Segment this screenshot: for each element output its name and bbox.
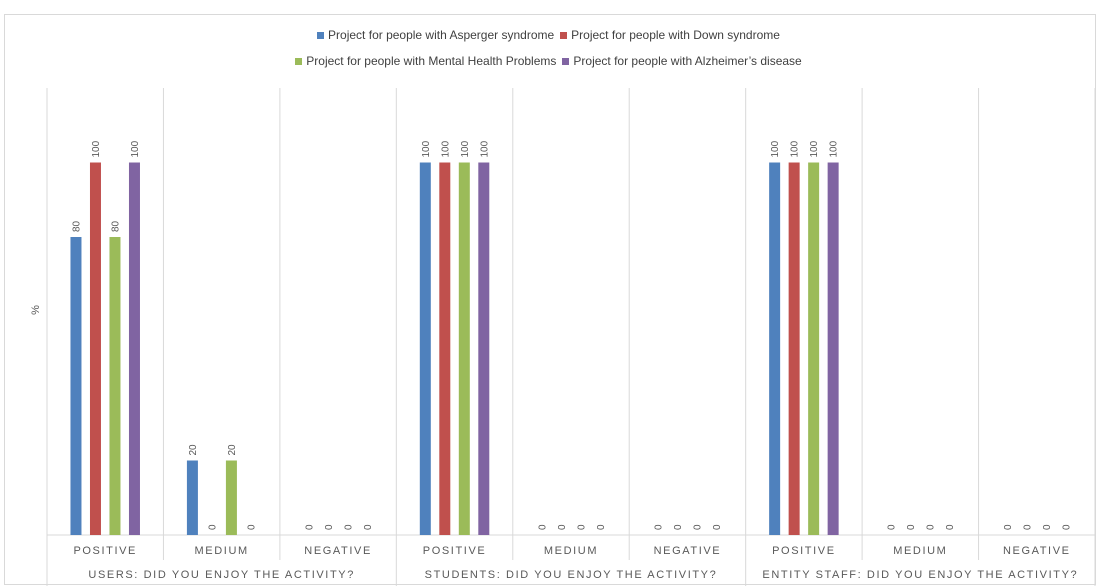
data-label-g0-c2-s0: 0 bbox=[304, 524, 315, 530]
data-label-g0-c0-s3: 100 bbox=[130, 140, 141, 157]
legend-item-down: Project for people with Down syndrome bbox=[560, 28, 780, 42]
bar-positive-g2-s0 bbox=[769, 162, 781, 535]
legend-label-down: Project for people with Down syndrome bbox=[571, 28, 780, 42]
category-tick-negative: NEGATIVE bbox=[1003, 545, 1071, 557]
data-label-g1-c1-s3: 0 bbox=[596, 524, 607, 530]
data-label-g1-c2-s3: 0 bbox=[712, 524, 723, 530]
data-label-g2-c2-s1: 0 bbox=[1023, 524, 1034, 530]
group-label-0: USERS: DID YOU ENJOY THE ACTIVITY? bbox=[88, 569, 355, 581]
category-tick-medium: MEDIUM bbox=[893, 545, 947, 557]
data-label-g0-c2-s2: 0 bbox=[343, 524, 354, 530]
data-label-g1-c0-s2: 100 bbox=[460, 140, 471, 157]
bar-medium-g0-s2 bbox=[225, 460, 237, 535]
data-label-g2-c0-s2: 100 bbox=[809, 140, 820, 157]
data-label-g1-c2-s0: 0 bbox=[654, 524, 665, 530]
legend-label-mental-health: Project for people with Mental Health Pr… bbox=[306, 54, 557, 68]
data-label-g2-c0-s1: 100 bbox=[790, 140, 801, 157]
legend-label-asperger: Project for people with Asperger syndrom… bbox=[328, 28, 555, 42]
bar-positive-g0-s1 bbox=[89, 162, 101, 535]
legend-label-alzheimer: Project for people with Alzheimer’s dise… bbox=[573, 54, 802, 68]
data-label-g1-c1-s0: 0 bbox=[537, 524, 548, 530]
category-tick-positive: POSITIVE bbox=[423, 545, 487, 557]
data-label-g2-c1-s0: 0 bbox=[887, 524, 898, 530]
data-label-g2-c0-s3: 100 bbox=[829, 140, 840, 157]
data-label-g1-c2-s2: 0 bbox=[693, 524, 704, 530]
category-tick-positive: POSITIVE bbox=[772, 545, 836, 557]
bar-positive-g1-s2 bbox=[458, 162, 470, 535]
bar-medium-g0-s0 bbox=[186, 460, 198, 535]
legend-item-asperger: Project for people with Asperger syndrom… bbox=[317, 28, 554, 42]
group-label-1: STUDENTS: DID YOU ENJOY THE ACTIVITY? bbox=[425, 569, 718, 581]
data-label-g2-c2-s3: 0 bbox=[1062, 524, 1073, 530]
category-tick-medium: MEDIUM bbox=[195, 545, 249, 557]
bar-positive-g1-s0 bbox=[419, 162, 431, 535]
category-tick-medium: MEDIUM bbox=[544, 545, 598, 557]
data-label-g0-c1-s2: 20 bbox=[227, 444, 238, 456]
bar-positive-g0-s0 bbox=[70, 237, 82, 535]
data-label-g0-c1-s3: 0 bbox=[246, 524, 257, 530]
data-label-g1-c1-s2: 0 bbox=[576, 524, 587, 530]
data-label-g0-c2-s1: 0 bbox=[324, 524, 335, 530]
legend-swatch-down bbox=[560, 31, 568, 39]
legend-row-2: Project for people with Mental Health Pr… bbox=[0, 54, 1097, 68]
legend-swatch-alzheimer bbox=[562, 57, 570, 65]
legend-swatch-mental-health bbox=[295, 57, 303, 65]
category-tick-negative: NEGATIVE bbox=[654, 545, 722, 557]
legend-item-mental-health: Project for people with Mental Health Pr… bbox=[295, 54, 556, 68]
category-tick-positive: POSITIVE bbox=[73, 545, 137, 557]
data-label-g1-c0-s1: 100 bbox=[440, 140, 451, 157]
data-label-g2-c2-s2: 0 bbox=[1042, 524, 1053, 530]
data-label-g2-c1-s1: 0 bbox=[906, 524, 917, 530]
data-label-g1-c2-s1: 0 bbox=[673, 524, 684, 530]
bar-positive-g2-s3 bbox=[827, 162, 839, 535]
data-label-g0-c0-s2: 80 bbox=[110, 220, 121, 232]
data-label-g0-c1-s0: 20 bbox=[188, 444, 199, 456]
bar-positive-g2-s1 bbox=[788, 162, 800, 535]
data-label-g2-c1-s3: 0 bbox=[945, 524, 956, 530]
group-label-2: ENTITY STAFF: DID YOU ENJOY THE ACTIVITY… bbox=[762, 569, 1078, 581]
bar-positive-g0-s3 bbox=[128, 162, 140, 535]
data-label-g2-c0-s0: 100 bbox=[770, 140, 781, 157]
data-label-g1-c0-s0: 100 bbox=[421, 140, 432, 157]
data-label-g0-c1-s1: 0 bbox=[207, 524, 218, 530]
data-label-g0-c0-s1: 100 bbox=[91, 140, 102, 157]
data-label-g2-c1-s2: 0 bbox=[926, 524, 937, 530]
legend-item-alzheimer: Project for people with Alzheimer’s dise… bbox=[562, 54, 802, 68]
legend-swatch-asperger bbox=[317, 31, 325, 39]
data-label-g1-c0-s3: 100 bbox=[479, 140, 490, 157]
bar-positive-g2-s2 bbox=[808, 162, 820, 535]
bar-positive-g0-s2 bbox=[109, 237, 121, 535]
data-label-g1-c1-s1: 0 bbox=[557, 524, 568, 530]
data-label-g0-c0-s0: 80 bbox=[71, 220, 82, 232]
data-label-g2-c2-s0: 0 bbox=[1003, 524, 1014, 530]
data-label-g0-c2-s3: 0 bbox=[363, 524, 374, 530]
category-tick-negative: NEGATIVE bbox=[304, 545, 372, 557]
bar-positive-g1-s3 bbox=[478, 162, 490, 535]
bar-positive-g1-s1 bbox=[439, 162, 451, 535]
legend-row-1: Project for people with Asperger syndrom… bbox=[0, 28, 1097, 42]
